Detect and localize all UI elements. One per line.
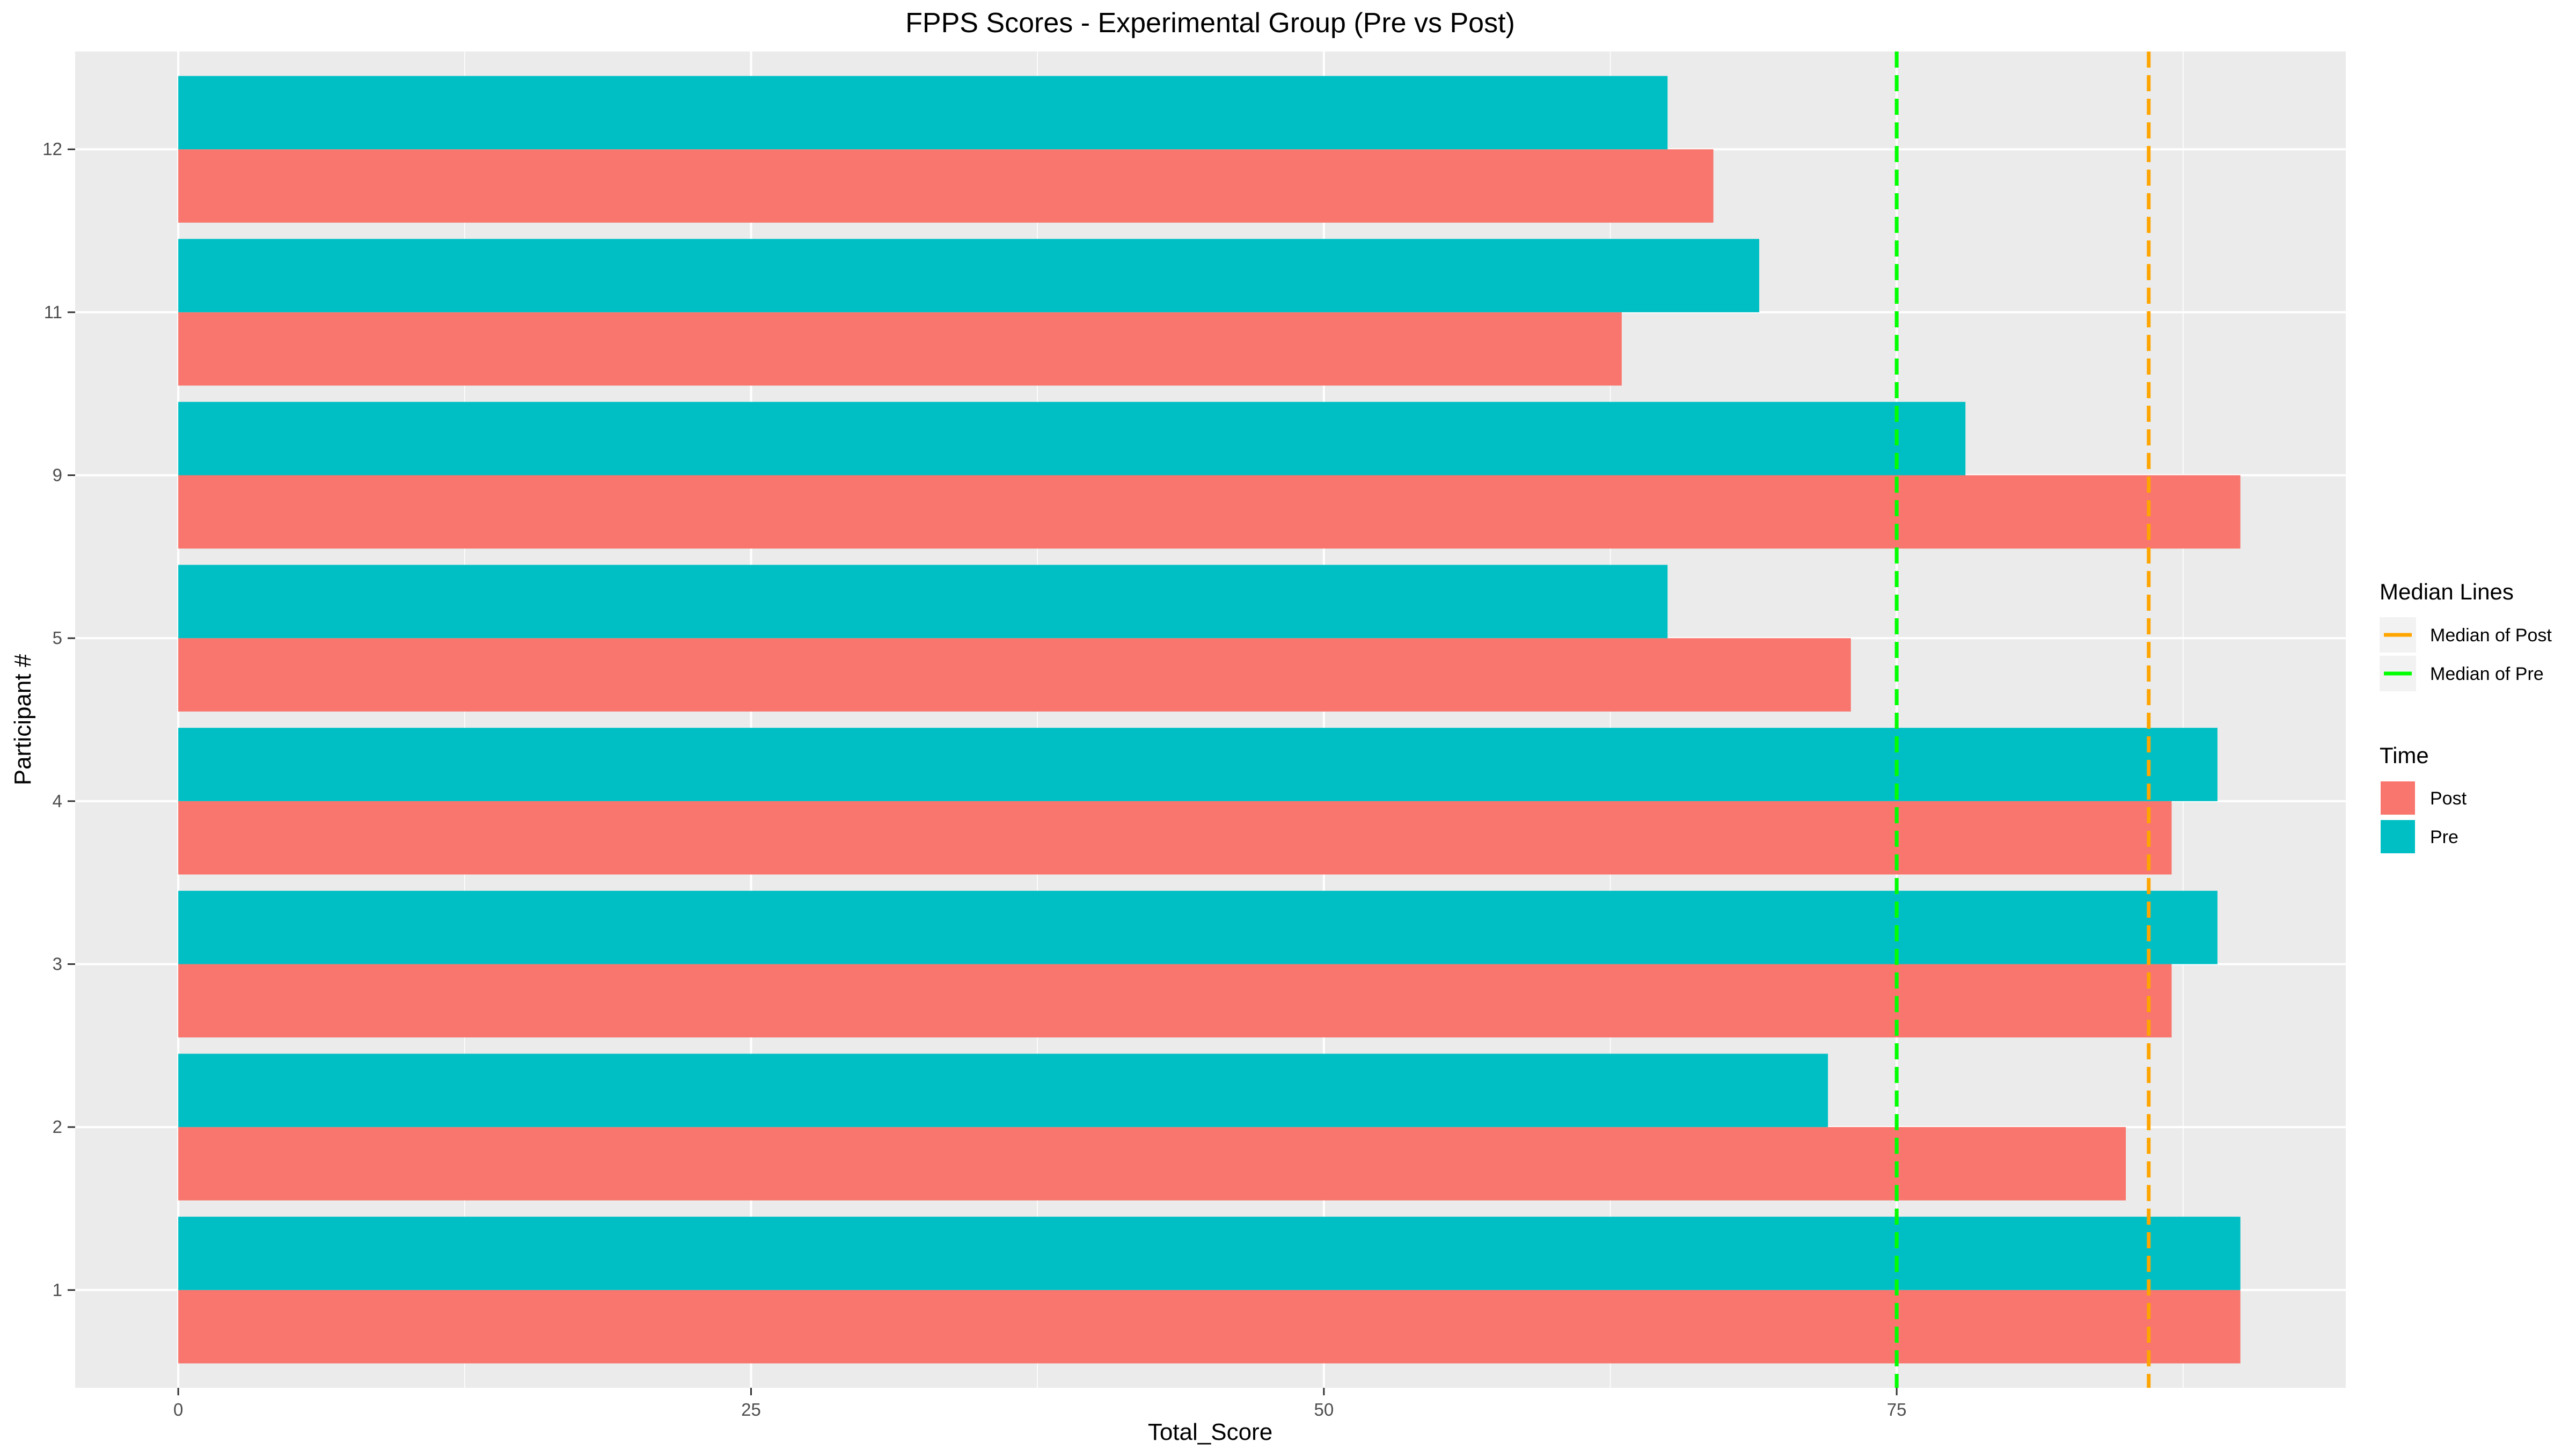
bar-post-5 (178, 638, 1851, 712)
x-tick-label: 25 (741, 1400, 761, 1419)
bar-pre-12 (178, 76, 1668, 150)
y-tick-label: 3 (53, 954, 62, 974)
legend-label: Median of Post (2430, 625, 2552, 646)
legend-label: Pre (2430, 827, 2458, 847)
y-tick-label: 1 (53, 1280, 62, 1300)
bar-pre-5 (178, 565, 1668, 639)
x-tick-label: 50 (1314, 1400, 1334, 1419)
legend-key-pre (2381, 820, 2415, 853)
legend-median-lines: Median Lines Median of Post Median of Pre (2380, 579, 2552, 691)
bar-post-12 (178, 149, 1714, 223)
bar-post-9 (178, 475, 2241, 549)
legend-label: Median of Pre (2430, 664, 2544, 684)
median-lines (1894, 52, 2151, 1388)
legend-median-title: Median Lines (2380, 579, 2514, 604)
legend-time-title: Time (2380, 743, 2429, 768)
y-tick-label: 4 (53, 791, 62, 811)
bar-post-11 (178, 312, 1622, 386)
bar-post-4 (178, 801, 2172, 875)
y-tick-label: 9 (53, 465, 62, 485)
y-tick-label: 2 (53, 1117, 62, 1137)
bar-pre-1 (178, 1217, 2241, 1290)
bar-pre-2 (178, 1053, 1828, 1128)
x-tick-label: 0 (173, 1400, 183, 1419)
y-tick-label: 5 (53, 628, 62, 648)
bar-pre-11 (178, 239, 1760, 312)
bar-post-1 (178, 1290, 2241, 1364)
bar-post-3 (178, 964, 2172, 1038)
x-axis: 0 25 50 75 (173, 1388, 1907, 1419)
bar-pre-3 (178, 890, 2218, 964)
y-axis-title: Participant # (10, 654, 36, 785)
bar-pre-4 (178, 728, 2218, 801)
chart-title: FPPS Scores - Experimental Group (Pre vs… (905, 8, 1515, 39)
y-tick-label: 11 (44, 302, 62, 322)
x-axis-title: Total_Score (1148, 1419, 1272, 1445)
legend-key-post (2381, 781, 2415, 815)
bar-pre-9 (178, 401, 1966, 475)
x-tick-label: 75 (1887, 1400, 1907, 1419)
bar-post-2 (178, 1127, 2126, 1201)
y-tick-label: 12 (42, 139, 62, 159)
legend-label: Post (2430, 788, 2467, 809)
bars (178, 76, 2241, 1364)
